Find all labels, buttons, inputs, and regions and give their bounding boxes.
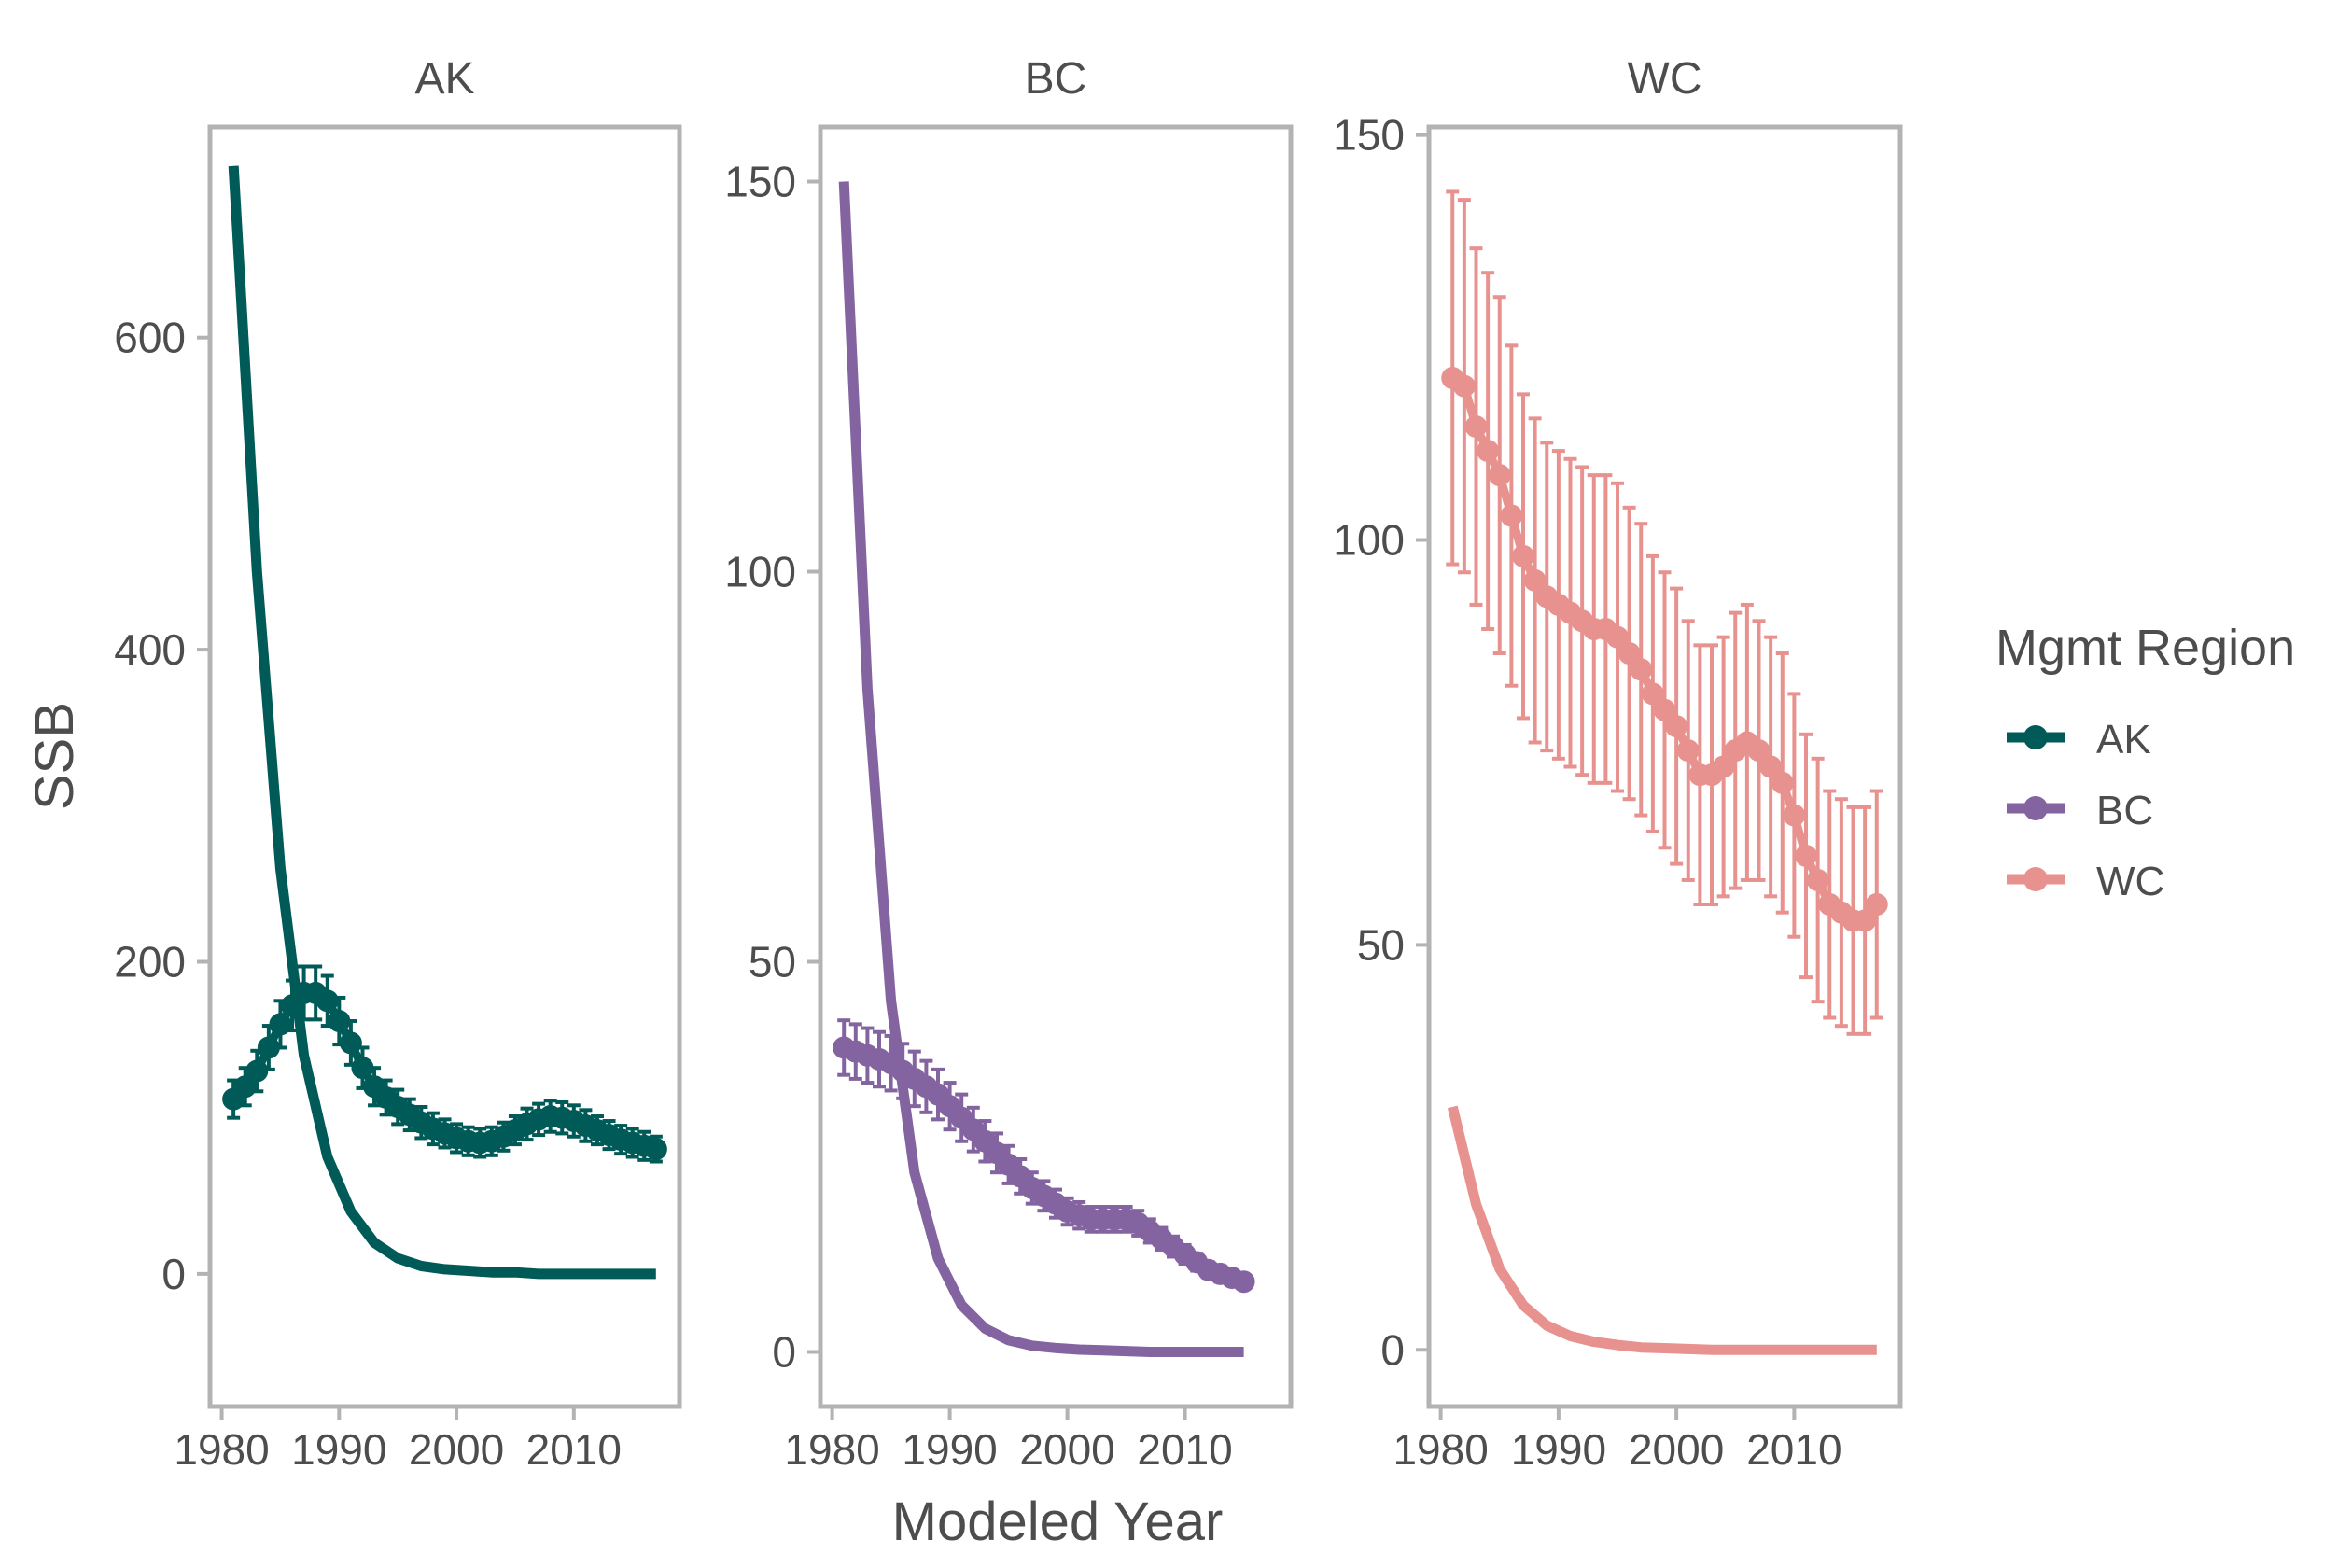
panels: AK 0 200 400 600 1980 1990 2000 2010 BC 0 50 100 150 1… bbox=[114, 54, 1903, 1474]
y-tick-label: 600 bbox=[114, 314, 186, 362]
legend-label: AK bbox=[2096, 717, 2151, 763]
ssb-point bbox=[1676, 739, 1700, 763]
y-tick-label: 0 bbox=[1380, 1325, 1405, 1374]
x-tick-label: 2010 bbox=[1137, 1425, 1232, 1474]
y-tick-label: 0 bbox=[161, 1250, 186, 1298]
panel-border bbox=[1426, 124, 1903, 1409]
panel-title: WC bbox=[1628, 54, 1702, 104]
ssb-point bbox=[339, 1031, 362, 1055]
ssb-point bbox=[1771, 771, 1794, 794]
ssb-point bbox=[1795, 844, 1817, 867]
ssb-point bbox=[1759, 755, 1783, 778]
y-tick-label: 50 bbox=[1357, 920, 1405, 969]
ssb-point bbox=[1865, 893, 1888, 917]
panel-title: AK bbox=[414, 54, 474, 104]
ssb-point bbox=[1653, 698, 1676, 721]
ssb-point bbox=[1747, 739, 1771, 763]
ssb-point bbox=[1630, 658, 1653, 681]
y-tick-label: 150 bbox=[1333, 111, 1405, 160]
panel-ak: AK 0 200 400 600 1980 1990 2000 2010 bbox=[114, 54, 682, 1474]
ssb-point bbox=[644, 1138, 667, 1161]
x-tick-label: 2000 bbox=[1629, 1425, 1724, 1474]
ssb-point bbox=[1783, 804, 1806, 827]
y-tick-label: 400 bbox=[114, 625, 186, 674]
legend-label: WC bbox=[2096, 859, 2164, 904]
ssb-point bbox=[269, 1013, 292, 1036]
ssb-point bbox=[1512, 544, 1534, 567]
legend: Mgmt Region AK BC WC bbox=[1995, 620, 2295, 904]
x-tick-label: 2000 bbox=[1019, 1425, 1114, 1474]
ssb-point bbox=[1712, 755, 1735, 778]
y-tick-label: 0 bbox=[772, 1327, 796, 1376]
x-tick-label: 1990 bbox=[291, 1425, 386, 1474]
x-tick-label: 1980 bbox=[784, 1425, 879, 1474]
x-tick-label: 1980 bbox=[174, 1425, 269, 1474]
x-tick-label: 1990 bbox=[1511, 1425, 1606, 1474]
ssb-point bbox=[1523, 568, 1547, 592]
decay-line bbox=[838, 181, 1244, 1357]
y-axis-label: SSB bbox=[24, 702, 85, 810]
ssb-point bbox=[315, 989, 339, 1013]
ssb-point bbox=[1232, 1270, 1255, 1294]
ssb-point bbox=[1665, 715, 1688, 738]
decay-line bbox=[1447, 1105, 1877, 1355]
ssb-point bbox=[1464, 415, 1488, 439]
legend-label: BC bbox=[2096, 788, 2153, 833]
x-axis-label: Modeled Year bbox=[892, 1491, 1224, 1552]
ssb-point bbox=[1488, 464, 1511, 487]
ssb-point bbox=[351, 1057, 374, 1080]
y-tick-label: 100 bbox=[724, 548, 796, 596]
x-tick-label: 1980 bbox=[1393, 1425, 1488, 1474]
x-tick-label: 1990 bbox=[902, 1425, 997, 1474]
legend-entry-ak: AK bbox=[2007, 717, 2151, 763]
y-tick-label: 100 bbox=[1333, 516, 1405, 565]
x-tick-label: 2000 bbox=[409, 1425, 504, 1474]
ssb-point bbox=[233, 1075, 257, 1099]
ssb-point bbox=[1452, 374, 1476, 398]
legend-key-point bbox=[2023, 725, 2048, 749]
ssb-point bbox=[328, 1010, 351, 1033]
ssb-point bbox=[1641, 682, 1664, 706]
x-tick-label: 2010 bbox=[526, 1425, 622, 1474]
ssb-point bbox=[1500, 504, 1523, 527]
ssb-point bbox=[1477, 440, 1500, 463]
ssb-point bbox=[1806, 868, 1829, 891]
ssb-point bbox=[1617, 642, 1641, 665]
ssb-point bbox=[257, 1036, 280, 1059]
y-tick-label: 150 bbox=[724, 158, 796, 206]
legend-key-point bbox=[2023, 867, 2048, 891]
y-tick-label: 200 bbox=[114, 937, 186, 986]
ssb-point bbox=[245, 1059, 269, 1083]
ssb-point bbox=[1854, 909, 1877, 932]
legend-key-point bbox=[2023, 796, 2048, 820]
x-tick-label: 2010 bbox=[1746, 1425, 1841, 1474]
panel-border bbox=[818, 124, 1294, 1409]
y-tick-label: 50 bbox=[749, 937, 796, 986]
legend-title: Mgmt Region bbox=[1995, 620, 2295, 676]
legend-entry-bc: BC bbox=[2007, 788, 2153, 833]
panel-wc: WC 0 50 100 150 1980 1990 2000 2010 bbox=[1333, 54, 1903, 1474]
legend-entries: AK BC WC bbox=[2007, 717, 2164, 904]
legend-entry-wc: WC bbox=[2007, 859, 2164, 904]
decay-line bbox=[228, 165, 656, 1280]
panel-bc: BC 0 50 100 150 1980 1990 2000 2010 bbox=[724, 54, 1294, 1474]
panel-border bbox=[207, 124, 682, 1409]
ssb-point bbox=[1606, 625, 1629, 649]
panel-title: BC bbox=[1025, 54, 1087, 104]
